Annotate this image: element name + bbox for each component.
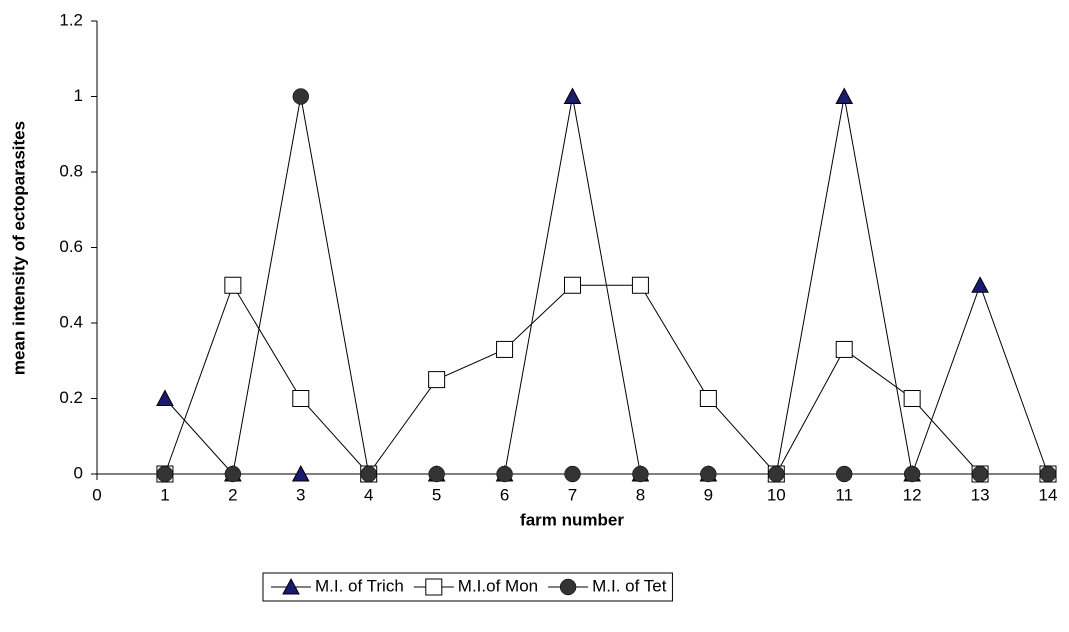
circle-marker — [903, 465, 921, 483]
square-marker — [224, 276, 242, 294]
x-tick-label: 5 — [432, 485, 441, 504]
circle-marker — [224, 465, 242, 483]
square-marker — [425, 578, 443, 596]
legend-label: M.I. of Tet — [592, 576, 667, 595]
x-tick-label: 3 — [296, 485, 305, 504]
circle-marker — [835, 465, 853, 483]
x-axis-label: farm number — [520, 510, 624, 529]
y-tick-label: 0.4 — [59, 312, 83, 331]
x-tick-label: 13 — [971, 485, 990, 504]
legend-label: M.I.of Mon — [458, 576, 538, 595]
x-tick-label: 12 — [903, 485, 922, 504]
legend-label: M.I. of Trich — [315, 576, 404, 595]
y-tick-label: 0.2 — [59, 388, 83, 407]
circle-marker — [559, 578, 577, 596]
square-marker — [292, 390, 310, 407]
square-marker — [699, 390, 717, 407]
triangle-marker — [563, 87, 582, 104]
square-marker — [631, 276, 649, 294]
series-line — [164, 96, 1048, 475]
circle-marker — [564, 465, 581, 483]
x-tick-label: 4 — [364, 485, 373, 504]
y-tick-label: 0.6 — [59, 237, 83, 256]
circle-marker — [496, 465, 513, 483]
y-tick-label: 1 — [74, 86, 83, 105]
x-tick-label: 14 — [1039, 485, 1058, 504]
x-tick-label: 11 — [835, 485, 853, 504]
x-tick-label: 9 — [704, 485, 713, 504]
series-line — [164, 284, 1048, 475]
triangle-marker — [835, 87, 854, 104]
triangle-marker — [971, 276, 989, 293]
x-tick-label: 2 — [228, 485, 237, 504]
circle-marker — [632, 465, 649, 483]
circle-marker — [428, 465, 445, 483]
x-tick-label: 1 — [160, 485, 169, 504]
x-tick-label: 7 — [568, 485, 577, 504]
legend-box — [262, 572, 673, 602]
circle-marker — [1039, 465, 1057, 483]
square-marker — [496, 340, 514, 358]
square-marker — [903, 390, 921, 407]
y-tick-label: 0 — [74, 463, 83, 482]
x-tick-label: 6 — [500, 485, 509, 504]
y-axis-label: mean intensity of ectoparasites — [9, 121, 28, 375]
circle-marker — [971, 465, 989, 483]
circle-marker — [360, 465, 377, 483]
triangle-marker — [282, 577, 300, 595]
circle-marker — [156, 465, 174, 483]
circle-marker — [700, 465, 717, 483]
x-tick-label: 8 — [636, 485, 645, 504]
square-marker — [428, 371, 446, 389]
circle-marker — [768, 465, 785, 483]
square-marker — [564, 276, 581, 294]
square-marker — [835, 340, 853, 358]
y-tick-label: 0.8 — [59, 161, 83, 180]
triangle-marker — [156, 389, 174, 406]
triangle-marker — [291, 464, 310, 482]
x-tick-label: 0 — [92, 485, 101, 504]
circle-marker — [292, 88, 310, 105]
y-tick-label: 1.2 — [59, 10, 83, 29]
x-tick-label: 10 — [767, 485, 786, 504]
legend: M.I. of Trich M.I.of Mon M.I. of Tet — [262, 572, 673, 602]
